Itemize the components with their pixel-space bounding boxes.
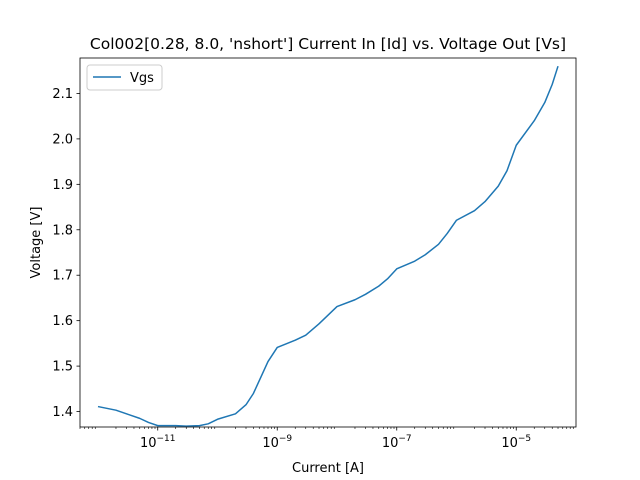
x-tick-label: 10−9 bbox=[262, 434, 292, 451]
plot-area bbox=[97, 65, 559, 427]
y-tick-label: 1.9 bbox=[52, 178, 73, 193]
y-tick-label: 1.7 bbox=[52, 269, 73, 284]
x-tick-label: 10−5 bbox=[501, 434, 531, 451]
chart-title: Col002[0.28, 8.0, 'nshort'] Current In [… bbox=[90, 35, 566, 53]
x-tick-label: 10−7 bbox=[382, 434, 412, 451]
series-line-vgs bbox=[97, 65, 559, 427]
y-tick-label: 1.4 bbox=[52, 405, 73, 420]
ticks: 10−11 10−9 10−7 10−5 1.4 1.5 1.6 1.7 1.8 1.9 2.0 2.… bbox=[52, 87, 574, 451]
y-tick-label: 2.0 bbox=[52, 132, 73, 147]
axes-frame bbox=[79, 57, 577, 428]
x-axis-label: Current [A] bbox=[292, 461, 364, 476]
legend: Vgs bbox=[86, 64, 163, 91]
x-tick-label: 10−11 bbox=[140, 434, 176, 451]
y-axis-label: Voltage [V] bbox=[29, 207, 44, 279]
y-tick-label: 1.8 bbox=[52, 223, 73, 238]
legend-label-vgs: Vgs bbox=[130, 71, 154, 86]
y-tick-label: 1.6 bbox=[52, 314, 73, 329]
y-tick-label: 1.5 bbox=[52, 360, 73, 375]
legend-box bbox=[86, 64, 163, 91]
y-tick-label: 2.1 bbox=[52, 87, 73, 102]
